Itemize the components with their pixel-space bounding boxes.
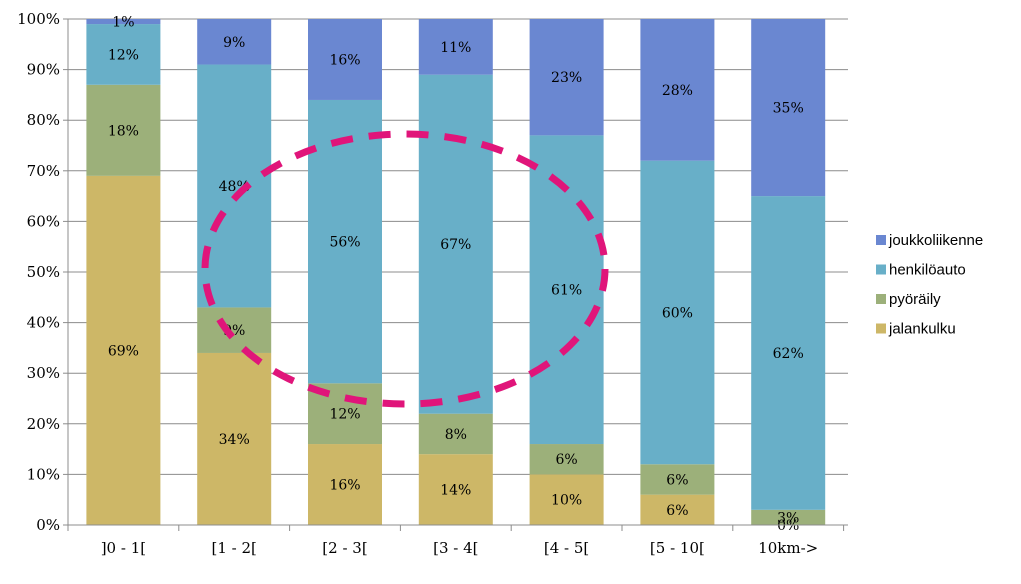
- bar-segment-henkilöauto: [197, 64, 272, 308]
- legend-swatch: [876, 264, 886, 275]
- bar-segment-pyöräily: [640, 464, 715, 495]
- data-label: 12%: [329, 407, 360, 423]
- bar-segment-joukkoliikenne: [197, 19, 272, 65]
- bar-segment-jalankulku: [86, 175, 161, 526]
- bar-segment-joukkoliikenne: [308, 19, 382, 100]
- data-label: 28%: [662, 83, 693, 99]
- data-label: 10%: [551, 493, 582, 509]
- x-tick-label: [5 - 10[: [650, 539, 705, 557]
- data-label: 6%: [666, 503, 688, 519]
- x-tick-label: [3 - 4[: [433, 539, 478, 557]
- data-label: 8%: [445, 427, 467, 443]
- legend-label: joukkoliikenne: [888, 232, 983, 249]
- y-tick-label: 50%: [27, 263, 60, 281]
- bar-segment-jalankulku: [197, 352, 272, 525]
- annotation: [201, 130, 609, 408]
- x-tick-label: ]0 - 1[: [101, 539, 146, 557]
- data-label: 6%: [666, 472, 688, 488]
- data-label: 67%: [440, 237, 471, 253]
- bar-segment-pyöräily: [418, 413, 493, 455]
- bar-segment-jalankulku: [418, 454, 493, 525]
- bar-segment-pyöräily: [751, 509, 826, 525]
- y-tick-label: 40%: [27, 314, 60, 332]
- data-label: 11%: [440, 40, 471, 56]
- y-tick-label: 70%: [27, 162, 60, 180]
- data-label: 16%: [329, 52, 360, 68]
- data-label: 56%: [329, 235, 360, 251]
- legend-swatch: [876, 323, 886, 334]
- highlight-ellipse: [201, 130, 609, 408]
- y-tick-label: 30%: [27, 364, 60, 382]
- bar-segment-pyöräily: [86, 84, 161, 176]
- y-tick-label: 20%: [27, 415, 60, 433]
- data-label: 35%: [773, 101, 804, 117]
- data-label: 23%: [551, 70, 582, 86]
- data-label: 12%: [108, 47, 139, 63]
- bar-segment-jalankulku: [529, 474, 604, 525]
- bar-segment-jalankulku: [640, 494, 715, 525]
- y-tick-label: 100%: [17, 10, 60, 28]
- legend-label: pyöräily: [889, 291, 941, 308]
- bar-segment-henkilöauto: [640, 160, 715, 465]
- y-tick-label: 10%: [27, 465, 60, 483]
- y-tick-label: 0%: [36, 516, 60, 534]
- bar-segment-henkilöauto: [418, 74, 493, 414]
- bar-segment-joukkoliikenne: [751, 19, 826, 197]
- legend-label: jalankulku: [888, 321, 956, 338]
- data-label: 14%: [440, 483, 471, 499]
- data-label: 34%: [219, 432, 250, 448]
- data-label: 62%: [773, 346, 804, 362]
- data-label: 60%: [662, 305, 693, 321]
- data-label: 18%: [108, 123, 139, 139]
- legend-swatch: [876, 294, 886, 304]
- y-tick-label: 90%: [27, 61, 60, 79]
- y-tick-label: 60%: [27, 212, 60, 230]
- data-labels: 69%18%12%1%34%9%48%9%16%12%56%16%14%8%67…: [108, 15, 804, 534]
- x-tick-label: [4 - 5[: [544, 539, 589, 557]
- bar-segment-joukkoliikenne: [86, 19, 161, 25]
- legend-swatch: [876, 235, 886, 245]
- axes: 0% 10% 20% 30% 40% 50% 60% 70% 80% 90% 100% ]0 - 1[…: [17, 10, 848, 557]
- bar-segment-henkilöauto: [86, 24, 161, 85]
- bar-segment-joukkoliikenne: [529, 19, 604, 136]
- bar-segment-pyöräily: [529, 444, 604, 475]
- data-label: 69%: [108, 343, 139, 359]
- bar-segment-jalankulku: [308, 444, 382, 525]
- data-label: 0%: [777, 518, 799, 534]
- data-label: 3%: [777, 510, 799, 526]
- data-label: 6%: [555, 452, 577, 468]
- legend-label: henkilöauto: [889, 262, 966, 279]
- legend: joukkoliikenne henkilöauto pyöräily jalanku…: [876, 232, 983, 338]
- x-tick-label: [1 - 2[: [211, 539, 256, 557]
- x-tick-label: 10km->: [758, 539, 818, 557]
- bar-segment-joukkoliikenne: [640, 19, 715, 161]
- data-label: 16%: [329, 478, 360, 494]
- bar-segment-pyöräily: [197, 307, 272, 353]
- y-tick-label: 80%: [27, 111, 60, 129]
- data-label: 1%: [112, 15, 134, 31]
- x-tick-label: [2 - 3[: [322, 539, 367, 557]
- data-label: 61%: [551, 283, 582, 299]
- bar-segment-henkilöauto: [751, 196, 826, 510]
- bars: [86, 19, 826, 526]
- bar-segment-joukkoliikenne: [418, 19, 493, 75]
- bar-segment-henkilöauto: [308, 99, 382, 384]
- data-label: 9%: [223, 35, 245, 51]
